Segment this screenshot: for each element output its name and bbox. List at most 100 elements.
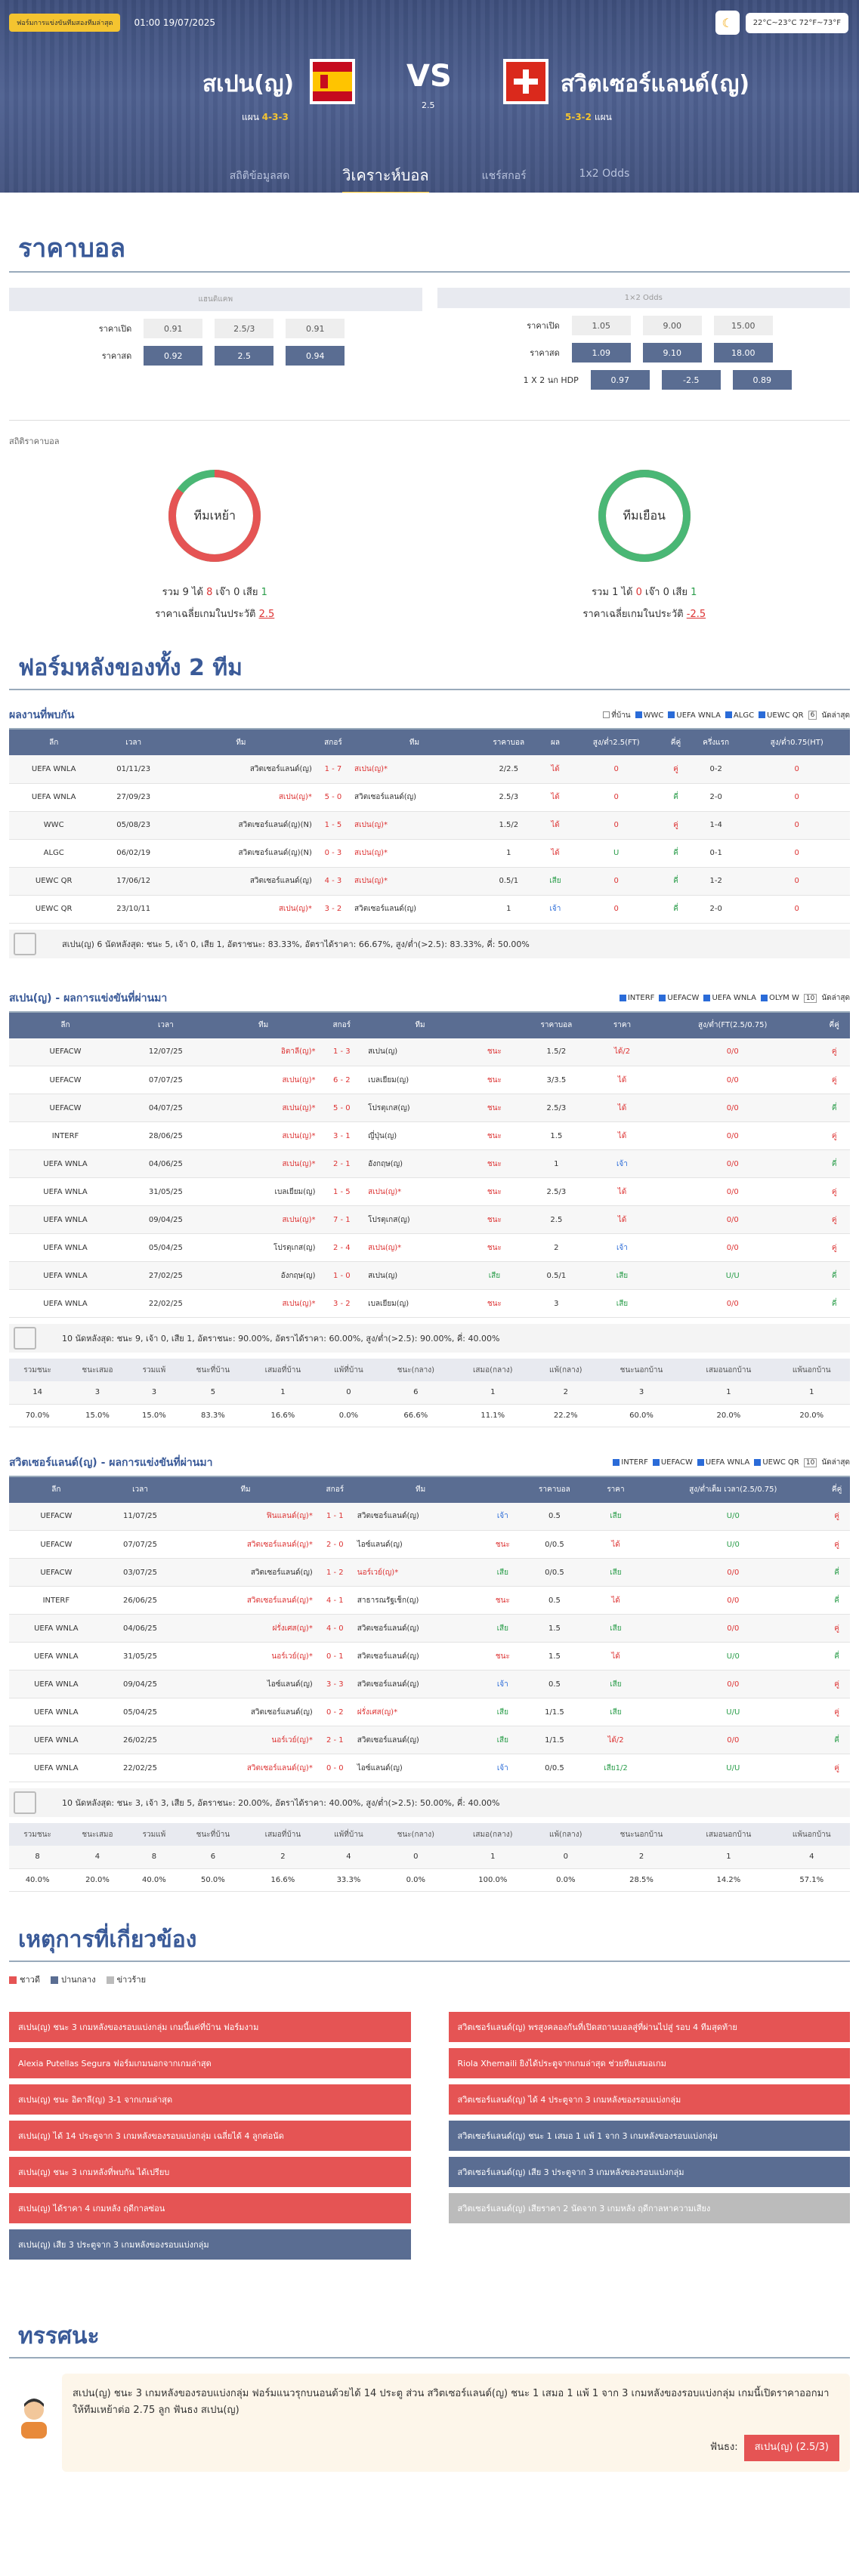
table-row[interactable]: UEFA WNLA 31/05/25 เบลเยียม(ญ) 1 - 5 สเปน(ญ)… xyxy=(9,1177,850,1206)
checkbox-icon[interactable] xyxy=(725,711,732,718)
table-cell: สเปน(ญ)* xyxy=(353,839,476,868)
table-row[interactable]: UEWC QR 17/06/12 สวิตเซอร์แลนด์(ญ) 4 - 3 สเป… xyxy=(9,867,850,896)
tab-share-score[interactable]: แชร์สกอร์ xyxy=(481,170,527,182)
table-row[interactable]: UEWC QR 23/10/11 สเปน(ญ)* 3 - 2 สวิตเซอร์แลน… xyxy=(9,895,850,924)
table-row[interactable]: UEFA WNLA 26/02/25 นอร์เวย์(ญ)* 2 - 1 สวิตเซ… xyxy=(9,1726,850,1754)
news-item[interactable]: สวิตเซอร์แลนด์(ญ) เสียราคา 2 นัดจาก 3 เก… xyxy=(448,2192,850,2223)
table-cell: คี่ xyxy=(663,839,688,868)
away-filter[interactable]: UEWC QR xyxy=(754,1458,799,1467)
news-text: สวิตเซอร์แลนด์(ญ) พรสูงคลองกันที่เปิดสถา… xyxy=(457,2022,737,2032)
table-row[interactable]: UEFACW 04/07/25 สเปน(ญ)* 5 - 0 โปรตุเกส(ญ) ชน… xyxy=(9,1094,850,1122)
h2h-filter[interactable]: UEFA WNLA xyxy=(668,711,721,720)
news-item[interactable]: สเปน(ญ) ได้ราคา 4 เกมหลัง ฤดีกาลซ่อน xyxy=(9,2192,411,2223)
away-filter[interactable]: INTERF xyxy=(613,1458,648,1467)
table-row[interactable]: INTERF 26/06/25 สวิตเซอร์แลนด์(ญ)* 4 - 1 สาธ… xyxy=(9,1586,850,1615)
table-row[interactable]: UEFA WNLA 31/05/25 นอร์เวย์(ญ)* 0 - 1 สวิตเซ… xyxy=(9,1642,850,1671)
away-team-name[interactable]: สวิตเซอร์แลนด์(ญ) xyxy=(561,71,750,97)
news-item[interactable]: สเปน(ญ) ชนะ 3 เกมหลังที่พบกัน ได้เปรียบ xyxy=(9,2156,411,2187)
tab-live-stats[interactable]: สถิติข้อมูลสด xyxy=(229,170,290,182)
stat-header: แพ้นอกบ้าน xyxy=(773,1823,850,1846)
news-item[interactable]: สวิตเซอร์แลนด์(ญ) ชนะ 1 เสมอ 1 แพ้ 1 จาก… xyxy=(448,2120,850,2151)
away-count-select[interactable]: 10 xyxy=(803,1458,817,1467)
news-item[interactable]: สเปน(ญ) เสีย 3 ประตูจาก 3 เกมหลังของรอบแ… xyxy=(9,2229,411,2260)
table-cell: 0 - 1 xyxy=(314,1642,356,1671)
table-row[interactable]: UEFA WNLA 09/04/25 ไอซ์แลนด์(ญ) 3 - 3 สวิตเซ… xyxy=(9,1670,850,1698)
checkbox-icon[interactable] xyxy=(703,994,711,1001)
table-row[interactable]: UEFACW 03/07/25 สวิตเซอร์แลนด์(ญ) 1 - 2 นอร์… xyxy=(9,1558,850,1587)
table-row[interactable]: WWC 05/08/23 สวิตเซอร์แลนด์(ญ)(N) 1 - 5 สเปน… xyxy=(9,811,850,840)
table-row[interactable]: ALGC 06/02/19 สวิตเซอร์แลนด์(ญ)(N) 0 - 3 สเป… xyxy=(9,839,850,868)
tab-1x2-odds[interactable]: 1x2 Odds xyxy=(579,168,630,180)
stat-cell: 14 xyxy=(9,1381,66,1405)
away-filter[interactable]: UEFA WNLA xyxy=(697,1458,749,1467)
table-cell: UEFA WNLA xyxy=(9,1726,104,1754)
news-item[interactable]: สเปน(ญ) ได้ 14 ประตูจาก 3 เกมหลังของรอบแ… xyxy=(9,2120,411,2151)
checkbox-icon[interactable] xyxy=(697,1458,704,1466)
stat-cell: 3 xyxy=(128,1381,180,1405)
odds-cell: -2.5 xyxy=(661,370,721,390)
table-cell: สเปน(ญ)* xyxy=(209,1121,317,1150)
checkbox-icon[interactable] xyxy=(760,994,768,1001)
table-cell: 05/04/25 xyxy=(122,1233,210,1262)
checkbox-icon[interactable] xyxy=(613,1458,620,1466)
prediction-pick[interactable]: สเปน(ญ) (2.5/3) xyxy=(743,2435,839,2461)
news-item[interactable]: สวิตเซอร์แลนด์(ญ) ได้ 4 ประตูจาก 3 เกมหล… xyxy=(448,2084,850,2115)
checkbox-icon[interactable] xyxy=(652,1458,660,1466)
checkbox-icon[interactable] xyxy=(603,711,610,718)
news-item[interactable]: สเปน(ญ) ชนะ อิตาลี(ญ) 3-1 จากเกมล่าสุด xyxy=(9,2084,411,2115)
home-filter[interactable]: INTERF xyxy=(619,994,654,1002)
news-item[interactable]: Alexia Putellas Segura ฟอร์มเกมนอกจากเกม… xyxy=(9,2047,411,2078)
table-cell: คู่ xyxy=(663,755,688,784)
checkbox-icon[interactable] xyxy=(754,1458,762,1466)
table-row[interactable]: UEFA WNLA 27/09/23 สเปน(ญ)* 5 - 0 สวิตเซอร์แ… xyxy=(9,783,850,812)
table-row[interactable]: UEFA WNLA 27/02/25 อังกฤษ(ญ) 1 - 0 สเปน(ญ) เส… xyxy=(9,1261,850,1290)
table-cell: 2-0 xyxy=(688,783,744,812)
checkbox-icon[interactable] xyxy=(668,711,675,718)
home-filter[interactable]: UEFACW xyxy=(659,994,699,1002)
table-row[interactable]: UEFA WNLA 09/04/25 สเปน(ญ)* 7 - 1 โปรตุเกส(ญ… xyxy=(9,1205,850,1234)
handicap-panel: แฮนดิแคพ ราคาเปิด 0.91 2.5/3 0.91 ราคาสด… xyxy=(9,288,422,390)
table-row[interactable]: UEFA WNLA 05/04/25 โปรตุเกส(ญ) 2 - 4 สเปน(ญ)… xyxy=(9,1233,850,1262)
odds-cell: 2.5 xyxy=(215,346,274,366)
away-filter[interactable]: UEFACW xyxy=(652,1458,693,1467)
table-cell: 28/06/25 xyxy=(122,1121,210,1150)
news-item[interactable]: Riola Xhemaili ยิงได้ประตูจากเกมล่าสุด ช… xyxy=(448,2047,850,2078)
table-row[interactable]: UEFACW 07/07/25 สวิตเซอร์แลนด์(ญ)* 2 - 0 ไอซ… xyxy=(9,1530,850,1559)
table-row[interactable]: UEFA WNLA 04/06/25 ฝรั่งเศส(ญ)* 4 - 0 สวิตเซ… xyxy=(9,1614,850,1643)
table-row[interactable]: INTERF 28/06/25 สเปน(ญ)* 3 - 1 ญี่ปุ่น(ญ) ชนะ… xyxy=(9,1121,850,1150)
home-filter[interactable]: UEFA WNLA xyxy=(703,994,756,1002)
checkbox-icon[interactable] xyxy=(759,711,766,718)
moon-icon[interactable]: ☾ xyxy=(715,11,740,35)
table-row[interactable]: UEFA WNLA 04/06/25 สเปน(ญ)* 2 - 1 อังกฤษ(ญ) ช… xyxy=(9,1149,850,1178)
table-row[interactable]: UEFACW 11/07/25 ฟินแลนด์(ญ)* 1 - 1 สวิตเซอร์… xyxy=(9,1502,850,1531)
news-item[interactable]: สเปน(ญ) ชนะ 3 เกมหลังของรอบแบ่งกลุ่ม เกม… xyxy=(9,2011,411,2042)
tab-analysis[interactable]: วิเคราะห์บอล xyxy=(342,163,429,193)
table-row[interactable]: UEFACW 12/07/25 อิตาลี(ญ)* 1 - 3 สเปน(ญ) ชนะ 1… xyxy=(9,1038,850,1066)
home-team-name[interactable]: สเปน(ญ) xyxy=(202,71,295,97)
form-button[interactable]: ฟอร์มการแข่งขันทีมสองทีมล่าสุด xyxy=(9,14,121,32)
stat-cell: 11.1% xyxy=(453,1404,533,1427)
news-item[interactable]: สวิตเซอร์แลนด์(ญ) พรสูงคลองกันที่เปิดสถา… xyxy=(448,2011,850,2042)
odds-cell: 9.10 xyxy=(642,343,702,362)
table-row[interactable]: UEFACW 07/07/25 สเปน(ญ)* 6 - 2 เบลเยียม(ญ) ชน… xyxy=(9,1066,850,1094)
table-cell: 1 xyxy=(475,839,542,868)
table-row[interactable]: UEFA WNLA 22/02/25 สเปน(ญ)* 3 - 2 เบลเยียม(ญ… xyxy=(9,1289,850,1318)
table-row[interactable]: UEFA WNLA 22/02/25 สวิตเซอร์แลนด์(ญ)* 0 - 0… xyxy=(9,1754,850,1782)
opinion-section-title: ทรรศนะ xyxy=(9,2318,850,2359)
table-cell: 0 - 3 xyxy=(313,839,354,868)
news-item[interactable]: สวิตเซอร์แลนด์(ญ) เสีย 3 ประตูจาก 3 เกมห… xyxy=(448,2156,850,2187)
h2h-count-select[interactable]: 6 xyxy=(808,711,817,720)
home-count-select[interactable]: 10 xyxy=(803,993,817,1003)
h2h-filter[interactable]: ALGC xyxy=(725,711,754,720)
table-cell: คี่ xyxy=(818,1149,850,1178)
checkbox-icon[interactable] xyxy=(659,994,666,1001)
h2h-filter[interactable]: UEWC QR xyxy=(759,711,804,720)
checkbox-icon[interactable] xyxy=(619,994,626,1001)
home-filter[interactable]: OLYM W xyxy=(760,994,799,1002)
h2h-filter[interactable]: WWC xyxy=(635,711,663,720)
open-label: ราคาเปิด xyxy=(527,321,560,331)
checkbox-icon[interactable] xyxy=(635,711,642,718)
h2h-filter[interactable]: ที่บ้าน xyxy=(603,710,631,721)
